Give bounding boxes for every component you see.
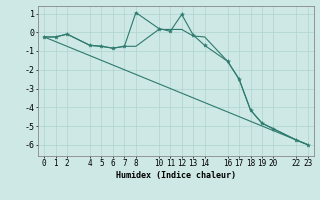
X-axis label: Humidex (Indice chaleur): Humidex (Indice chaleur) (116, 171, 236, 180)
